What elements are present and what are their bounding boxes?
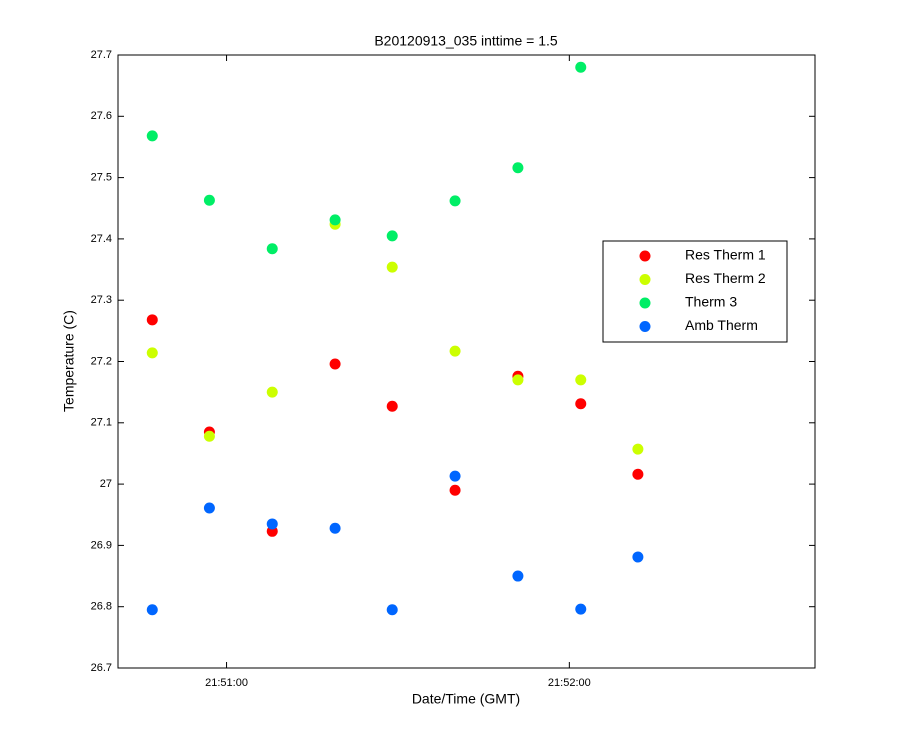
point: [203, 194, 215, 206]
legend-label: Res Therm 2: [685, 270, 766, 286]
point: [203, 430, 215, 442]
point: [449, 470, 461, 482]
point: [203, 502, 215, 514]
y-tick-label: 27.6: [91, 110, 112, 122]
legend-marker: [639, 297, 651, 309]
point: [512, 570, 524, 582]
y-tick-label: 27.5: [91, 172, 112, 184]
y-tick-label: 26.9: [91, 539, 112, 551]
chart-title: B20120913_035 inttime = 1.5: [374, 33, 558, 49]
point: [512, 162, 524, 174]
y-tick-label: 26.7: [91, 662, 112, 674]
point: [329, 522, 341, 534]
point: [146, 347, 158, 359]
point: [386, 230, 398, 242]
y-tick-label: 27.1: [91, 417, 112, 429]
plot-area: [117, 54, 816, 669]
x-axis-label: Date/Time (GMT): [412, 691, 520, 707]
point: [329, 358, 341, 370]
point: [386, 400, 398, 412]
point: [146, 130, 158, 142]
y-tick-label: 27.2: [91, 355, 112, 367]
y-tick-label: 27: [100, 478, 112, 490]
point: [146, 604, 158, 616]
point: [632, 443, 644, 455]
x-tick-label: 21:51:00: [205, 677, 248, 689]
legend-marker: [639, 250, 651, 262]
y-tick-label: 27.7: [91, 49, 112, 61]
y-axis-label: Temperature (C): [61, 310, 77, 412]
point: [266, 518, 278, 530]
y-tick-label: 27.4: [91, 233, 112, 245]
legend-label: Therm 3: [685, 294, 737, 310]
x-tick-label: 21:52:00: [548, 677, 591, 689]
point: [386, 261, 398, 273]
point: [266, 386, 278, 398]
point: [329, 214, 341, 226]
point: [266, 243, 278, 255]
point: [575, 603, 587, 615]
legend-box: [602, 240, 788, 343]
legend-label: Amb Therm: [685, 317, 758, 333]
legend-marker: [639, 321, 651, 332]
point: [512, 374, 524, 386]
legend-label: Res Therm 1: [685, 247, 766, 263]
point: [449, 484, 461, 496]
point: [632, 551, 644, 563]
legend-marker: [639, 274, 651, 285]
point: [146, 314, 158, 326]
y-tick-label: 27.3: [91, 294, 112, 306]
point: [575, 61, 587, 73]
point: [386, 604, 398, 616]
y-tick-label: 26.8: [91, 601, 112, 613]
point: [632, 468, 644, 480]
point: [575, 398, 587, 410]
point: [575, 374, 587, 386]
point: [449, 195, 461, 207]
point: [449, 345, 461, 357]
